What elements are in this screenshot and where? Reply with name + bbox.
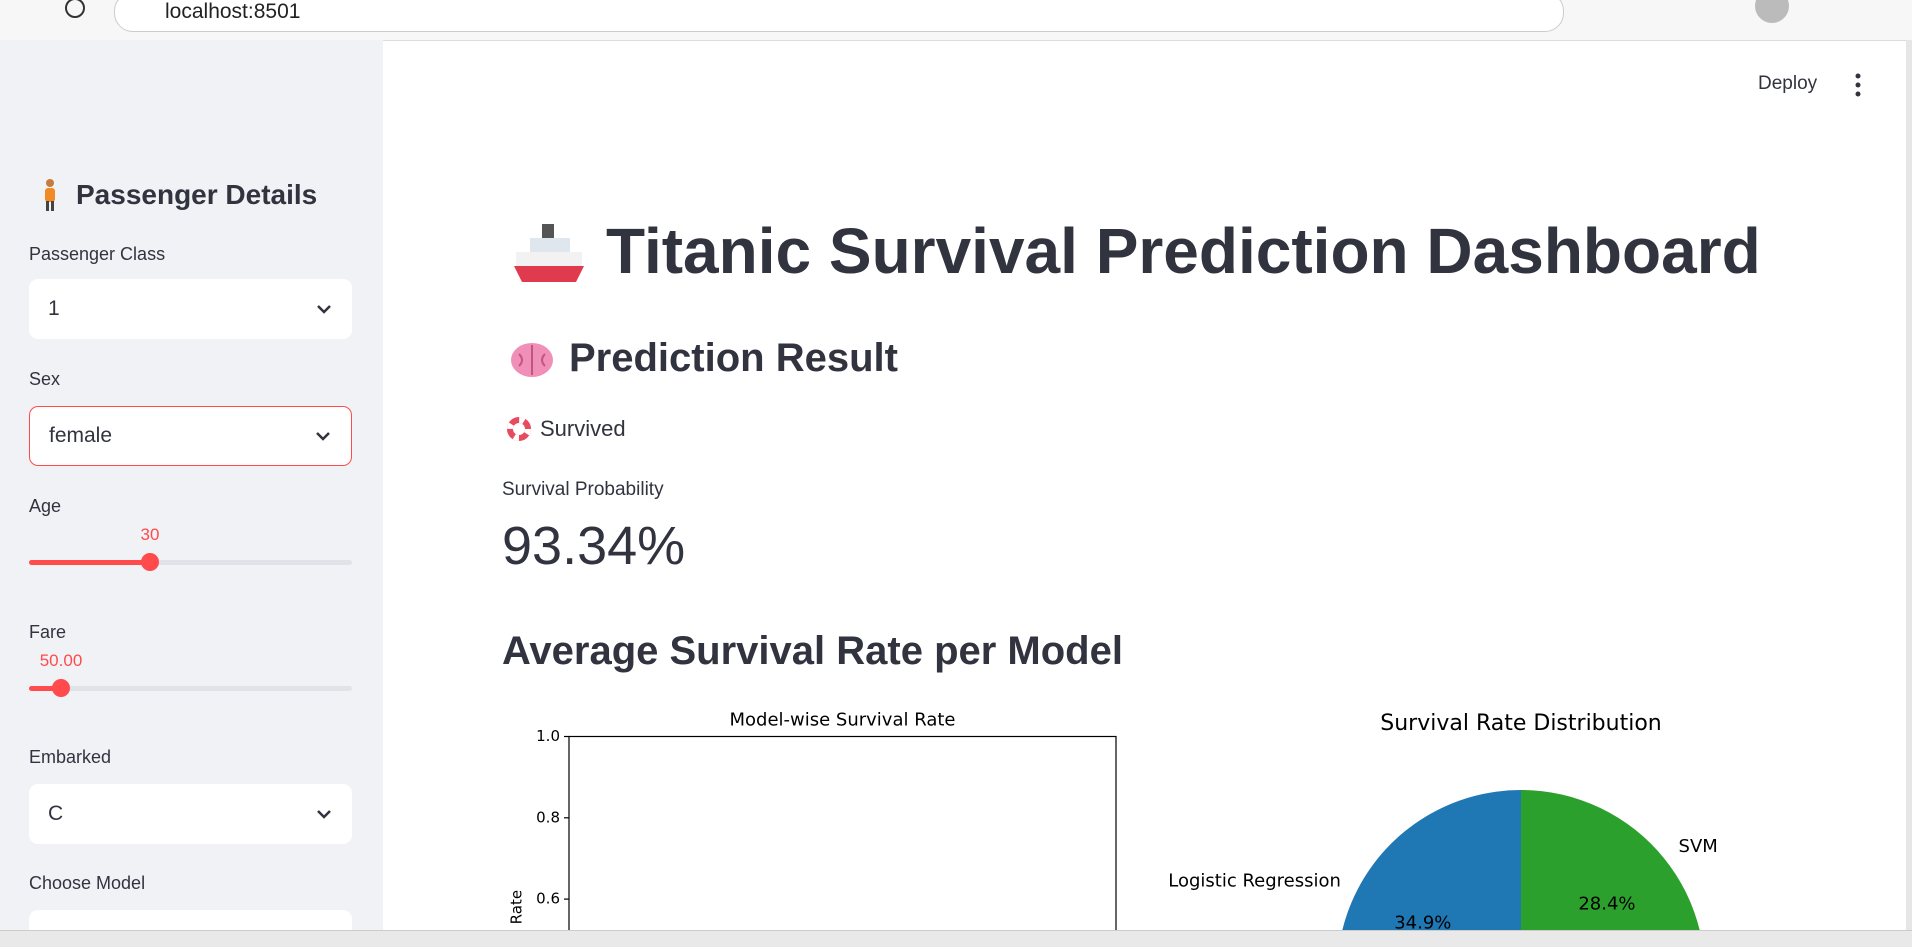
slider-thumb[interactable] <box>141 553 159 571</box>
menu-icon[interactable] <box>1850 72 1866 98</box>
browser-bar: localhost:8501 <box>0 0 1912 41</box>
chart-title: Model-wise Survival Rate <box>729 710 955 731</box>
field-label: Age <box>29 496 62 516</box>
prediction-text: Survived <box>540 416 626 441</box>
chevron <box>317 810 331 819</box>
profile-icon[interactable] <box>1752 0 1792 26</box>
sidebar-title: Passenger Details <box>76 179 318 210</box>
brain-icon <box>511 343 553 377</box>
field-label: Fare <box>29 622 67 642</box>
y-tick-label: 0.8 <box>536 808 560 826</box>
address-bar[interactable] <box>114 0 1564 32</box>
sidebar <box>0 40 383 930</box>
person-icon <box>45 179 55 211</box>
slider-value: 50.00 <box>39 651 83 670</box>
field-label: Sex <box>29 369 61 389</box>
field-label: Passenger Class <box>29 244 166 264</box>
slice-label: SVM <box>1679 836 1718 857</box>
pie-slice <box>1521 790 1700 930</box>
section-heading: Prediction Result <box>569 336 898 380</box>
axes-frame <box>568 735 1117 930</box>
field-label: Choose Model <box>29 873 146 893</box>
charts: Model-wise Survival Rate 0.6 0.8 1.0 Surviva… <box>508 710 1718 930</box>
select-box[interactable]: female <box>29 406 352 466</box>
window-edge <box>1906 40 1912 946</box>
select-value: C <box>48 802 64 825</box>
reload-icon[interactable] <box>60 0 90 26</box>
field-label: Embarked <box>29 747 112 767</box>
y-tick-label: 1.0 <box>536 727 560 745</box>
slider[interactable] <box>29 553 352 571</box>
chevron <box>316 432 330 441</box>
pie-slice <box>1342 790 1521 930</box>
slice-value-label: 28.4% <box>1578 894 1635 915</box>
select-value: 1 <box>48 297 60 320</box>
slider-thumb[interactable] <box>52 679 70 697</box>
metric-label: Survival Probability <box>502 479 664 500</box>
select-box[interactable]: 1 <box>29 279 352 339</box>
slice-label: Logistic Regression <box>1168 871 1341 892</box>
select-box[interactable]: C <box>29 784 352 844</box>
select-box[interactable] <box>29 910 352 930</box>
lifebuoy-icon <box>507 417 531 441</box>
y-axis-label: Survival Rate <box>508 890 526 930</box>
chart-title: Survival Rate Distribution <box>1380 711 1661 736</box>
section-heading: Average Survival Rate per Model <box>502 629 1123 673</box>
ship-icon <box>514 224 584 282</box>
slice-value-label: 34.9% <box>1394 913 1451 930</box>
metric-value: 93.34% <box>502 516 686 576</box>
select-value: female <box>49 424 113 447</box>
status-bar <box>0 930 1912 947</box>
y-tick-label: 0.6 <box>536 890 560 908</box>
slider[interactable] <box>29 679 352 697</box>
deploy-button[interactable]: Deploy <box>1758 73 1818 94</box>
page-title: Titanic Survival Prediction Dashboard <box>606 215 1761 287</box>
url: localhost:8501 <box>165 0 301 23</box>
chevron <box>317 305 331 314</box>
slider-value: 30 <box>140 525 160 544</box>
